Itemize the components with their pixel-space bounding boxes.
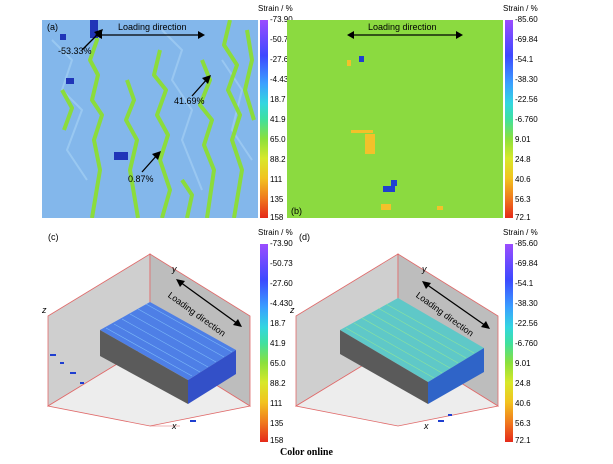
colorbar-left-top-tick: -27.60 [270, 55, 293, 64]
figure-caption: Color online [280, 447, 333, 458]
colorbar-right-bottom-tick: -22.56 [515, 319, 538, 328]
colorbar-right-top-tick: 56.3 [515, 195, 531, 204]
colorbar-right-bottom-tick: 72.1 [515, 436, 531, 445]
axis-label-y-c: y [172, 264, 177, 274]
colorbar-left-bottom-tick: -73.90 [270, 239, 293, 248]
colorbar-left-bottom-tick: 65.0 [270, 359, 286, 368]
annotation-a-3: 0.87% [128, 174, 154, 184]
colorbar-right-top-gradient [505, 20, 513, 218]
colorbar-left-bottom-tick: 111 [270, 399, 283, 408]
axis-label-z-c: z [42, 305, 47, 315]
colorbar-left-bottom-tick: -50.73 [270, 259, 293, 268]
strain-map-b [287, 20, 503, 218]
surface-plot-c [46, 253, 252, 427]
colorbar-left-top-tick: 158 [270, 213, 284, 222]
colorbar-right-bottom-tick: 9.01 [515, 359, 531, 368]
colorbar-left-top-tick: -50.73 [270, 35, 293, 44]
colorbar-left-bottom-title: Strain / % [258, 228, 293, 237]
annotation-a-2: 41.69% [174, 96, 205, 106]
colorbar-right-bottom-tick: -69.84 [515, 259, 538, 268]
colorbar-left-top-tick: 41.9 [270, 115, 286, 124]
colorbar-right-bottom-tick: 40.6 [515, 399, 531, 408]
colorbar-left-top-title: Strain / % [258, 4, 293, 13]
colorbar-left-top-gradient [260, 20, 268, 218]
colorbar-right-top-tick: -69.84 [515, 35, 538, 44]
strain-map-b-svg [287, 20, 503, 218]
strain-map-a [42, 20, 258, 218]
colorbar-left-top-tick: -73.90 [270, 15, 293, 24]
colorbar-right-bottom-tick: -85.60 [515, 239, 538, 248]
colorbar-left-bottom-tick: 135 [270, 419, 284, 428]
colorbar-right-top-tick: -38.30 [515, 75, 538, 84]
axis-label-z-d: z [290, 305, 295, 315]
colorbar-left-top-tick: 18.7 [270, 95, 286, 104]
colorbar-left-bottom-tick: 88.2 [270, 379, 286, 388]
colorbar-right-top-tick: -22.56 [515, 95, 538, 104]
loading-arrow-c [176, 279, 242, 327]
axis-label-y-d: y [422, 264, 427, 274]
colorbar-left-top-tick: 65.0 [270, 135, 286, 144]
colorbar-right-top-tick: 24.8 [515, 155, 531, 164]
colorbar-right-bottom-tick: -54.1 [515, 279, 534, 288]
colorbar-left-top-tick: -4.430 [270, 75, 293, 84]
axis-label-x-c: x [172, 421, 177, 431]
panel-a-label: (a) [47, 22, 58, 32]
surface-plot-d [294, 253, 500, 427]
colorbar-right-bottom-tick: -38.30 [515, 299, 538, 308]
loading-label-b: Loading direction [368, 22, 437, 32]
colorbar-right-bottom-title: Strain / % [503, 228, 538, 237]
colorbar-right-bottom-tick: 24.8 [515, 379, 531, 388]
colorbar-right-top-tick: 72.1 [515, 213, 531, 222]
loading-arrow-b [347, 31, 463, 39]
panel-b-label: (b) [291, 206, 302, 216]
loading-arrow-d [422, 281, 490, 329]
strain-map-a-svg [42, 20, 258, 218]
panel-d-label: (d) [299, 232, 310, 242]
colorbar-right-top-tick: 9.01 [515, 135, 531, 144]
colorbar-right-top-tick: 40.6 [515, 175, 531, 184]
colorbar-left-bottom-tick: -4.430 [270, 299, 293, 308]
annotation-arrows-a [81, 29, 211, 173]
panel-c-label: (c) [48, 232, 59, 242]
colorbar-right-top-tick: -85.60 [515, 15, 538, 24]
colorbar-left-bottom-gradient [260, 244, 268, 442]
colorbar-left-top-tick: 135 [270, 195, 284, 204]
colorbar-right-top-tick: -6.760 [515, 115, 538, 124]
axis-label-x-d: x [424, 421, 429, 431]
colorbar-left-top-tick: 88.2 [270, 155, 286, 164]
colorbar-left-top-tick: 111 [270, 175, 283, 184]
colorbar-left-bottom-tick: 158 [270, 436, 284, 445]
loading-label-a: Loading direction [118, 22, 187, 32]
annotation-a-1: -53.33% [58, 46, 92, 56]
colorbar-right-bottom-tick: -6.760 [515, 339, 538, 348]
colorbar-right-bottom-tick: 56.3 [515, 419, 531, 428]
colorbar-right-top-title: Strain / % [503, 4, 538, 13]
colorbar-right-top-tick: -54.1 [515, 55, 534, 64]
colorbar-left-bottom-tick: 18.7 [270, 319, 286, 328]
colorbar-left-bottom-tick: -27.60 [270, 279, 293, 288]
colorbar-right-bottom-gradient [505, 244, 513, 442]
colorbar-left-bottom-tick: 41.9 [270, 339, 286, 348]
